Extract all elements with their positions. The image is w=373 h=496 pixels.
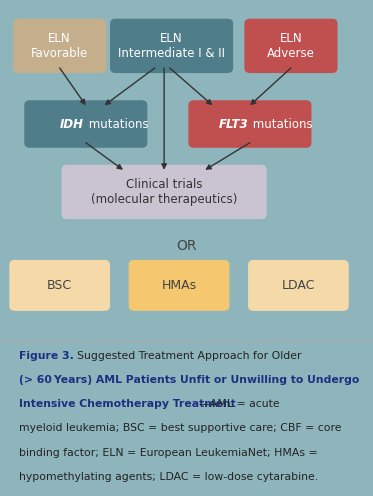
FancyBboxPatch shape (13, 19, 106, 73)
Text: HMAs: HMAs (162, 279, 197, 292)
FancyBboxPatch shape (9, 260, 110, 311)
FancyBboxPatch shape (129, 260, 229, 311)
Text: mutations: mutations (85, 118, 149, 130)
Text: Suggested Treatment Approach for Older: Suggested Treatment Approach for Older (70, 351, 302, 361)
Text: Figure 3.: Figure 3. (19, 351, 73, 361)
Text: BSC: BSC (47, 279, 72, 292)
Text: ELN
Adverse: ELN Adverse (267, 32, 315, 60)
Text: myeloid leukemia; BSC = best supportive care; CBF = core: myeloid leukemia; BSC = best supportive … (19, 424, 341, 434)
Text: Intensive Chemotherapy Treatment: Intensive Chemotherapy Treatment (19, 399, 235, 409)
Text: ELN
Intermediate I & II: ELN Intermediate I & II (118, 32, 225, 60)
Text: IDH: IDH (60, 118, 84, 130)
Text: ELN
Favorable: ELN Favorable (31, 32, 88, 60)
FancyBboxPatch shape (62, 165, 267, 219)
Text: mutations: mutations (249, 118, 313, 130)
Text: hypomethylating agents; LDAC = low-dose cytarabine.: hypomethylating agents; LDAC = low-dose … (19, 472, 318, 482)
Text: binding factor; ELN = European LeukemiaNet; HMAs =: binding factor; ELN = European LeukemiaN… (19, 447, 317, 458)
Text: OR: OR (176, 240, 197, 253)
FancyBboxPatch shape (248, 260, 349, 311)
Text: LDAC: LDAC (282, 279, 315, 292)
Text: (> 60 Years) AML Patients Unfit or Unwilling to Undergo: (> 60 Years) AML Patients Unfit or Unwil… (19, 375, 359, 385)
Text: FLT3: FLT3 (219, 118, 248, 130)
Text: Clinical trials
(molecular therapeutics): Clinical trials (molecular therapeutics) (91, 178, 237, 206)
FancyBboxPatch shape (244, 19, 338, 73)
Text: —AML = acute: —AML = acute (200, 399, 280, 409)
FancyBboxPatch shape (110, 19, 233, 73)
FancyBboxPatch shape (188, 100, 311, 148)
FancyBboxPatch shape (24, 100, 147, 148)
